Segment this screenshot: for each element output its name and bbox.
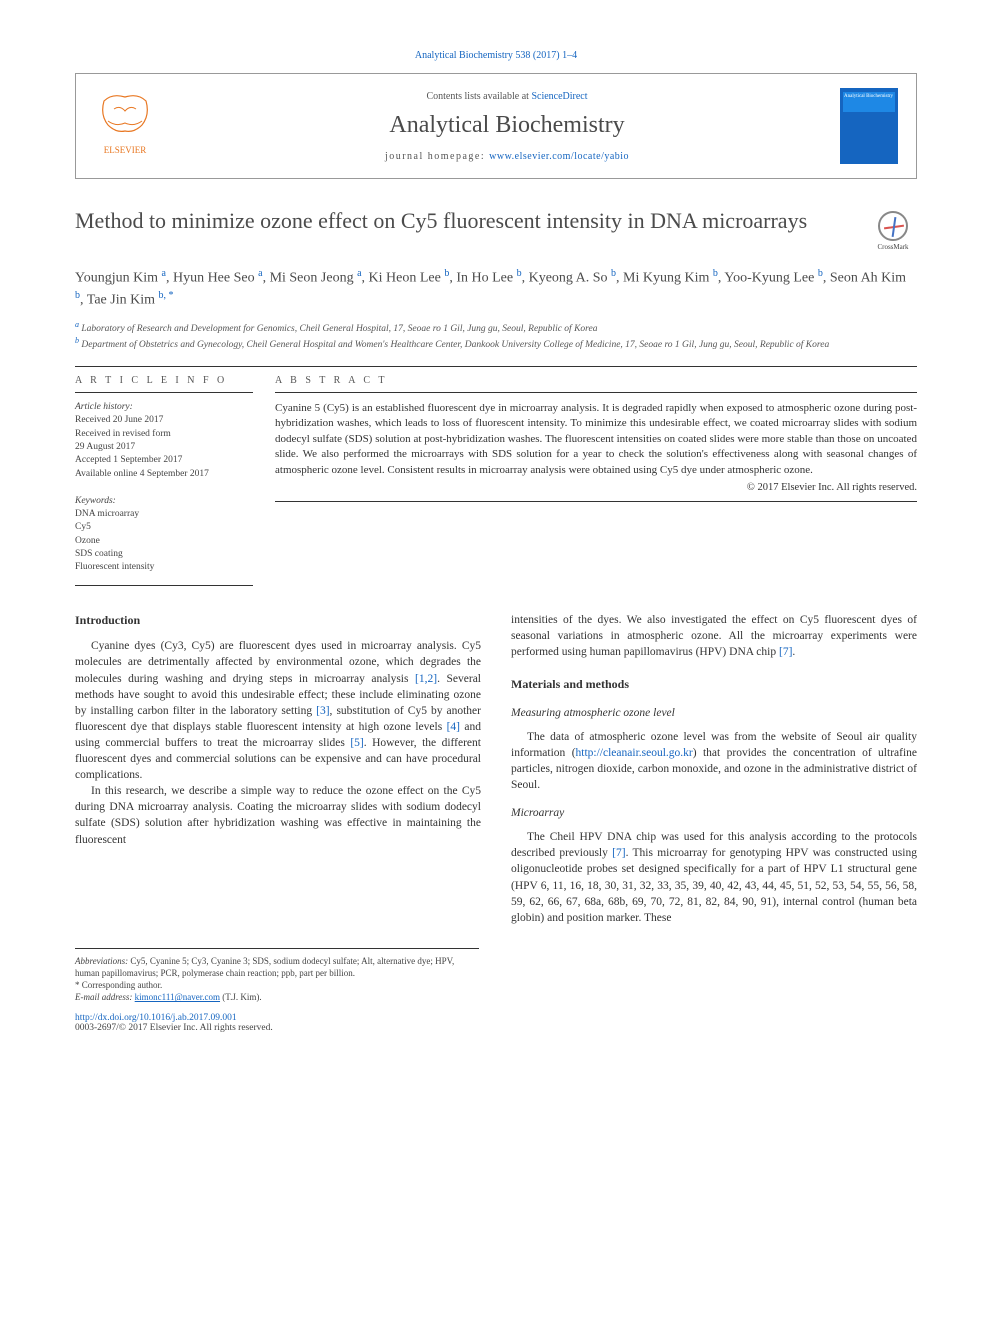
crossmark-icon bbox=[878, 211, 908, 241]
body-paragraph: The Cheil HPV DNA chip was used for this… bbox=[511, 829, 917, 926]
keyword: Fluorescent intensity bbox=[75, 561, 253, 574]
crossmark-label: CrossMark bbox=[877, 243, 908, 251]
abstract-copyright: © 2017 Elsevier Inc. All rights reserved… bbox=[275, 482, 917, 493]
cover-thumbnail: Analytical Biochemistry bbox=[840, 88, 898, 164]
divider bbox=[275, 501, 917, 502]
abstract-heading: A B S T R A C T bbox=[275, 375, 917, 386]
affiliation-a: Laboratory of Research and Development f… bbox=[81, 324, 597, 334]
keyword: Cy5 bbox=[75, 521, 253, 534]
homepage-link[interactable]: www.elsevier.com/locate/yabio bbox=[489, 151, 629, 162]
body-paragraph: Cyanine dyes (Cy3, Cy5) are fluorescent … bbox=[75, 638, 481, 783]
journal-header: ELSEVIER Contents lists available at Sci… bbox=[75, 73, 917, 179]
divider bbox=[275, 392, 917, 393]
homepage-line: journal homepage: www.elsevier.com/locat… bbox=[174, 151, 840, 162]
email-suffix: (T.J. Kim). bbox=[220, 992, 262, 1002]
abbreviations-label: Abbreviations: bbox=[75, 956, 128, 966]
body-paragraph: In this research, we describe a simple w… bbox=[75, 783, 481, 847]
affiliation-b: Department of Obstetrics and Gynecology,… bbox=[81, 340, 829, 350]
copyright-footer: 0003-2697/© 2017 Elsevier Inc. All right… bbox=[75, 1023, 917, 1033]
subsection-heading: Microarray bbox=[511, 805, 917, 821]
contents-prefix: Contents lists available at bbox=[426, 91, 531, 102]
abstract-text: Cyanine 5 (Cy5) is an established fluore… bbox=[275, 401, 917, 478]
keywords-label: Keywords: bbox=[75, 495, 253, 508]
body-paragraph: The data of atmospheric ozone level was … bbox=[511, 729, 917, 793]
body-columns: Introduction Cyanine dyes (Cy3, Cy5) are… bbox=[75, 612, 917, 926]
section-heading-introduction: Introduction bbox=[75, 612, 481, 629]
divider bbox=[75, 585, 253, 586]
keyword: SDS coating bbox=[75, 548, 253, 561]
history-label: Article history: bbox=[75, 401, 253, 414]
article-title: Method to minimize ozone effect on Cy5 f… bbox=[75, 207, 857, 235]
doi-link[interactable]: http://dx.doi.org/10.1016/j.ab.2017.09.0… bbox=[75, 1013, 917, 1023]
body-paragraph: intensities of the dyes. We also investi… bbox=[511, 612, 917, 660]
history-item: 29 August 2017 bbox=[75, 441, 253, 454]
article-info-heading: A R T I C L E I N F O bbox=[75, 375, 253, 386]
keyword: DNA microarray bbox=[75, 508, 253, 521]
top-citation: Analytical Biochemistry 538 (2017) 1–4 bbox=[75, 50, 917, 61]
sciencedirect-link[interactable]: ScienceDirect bbox=[531, 91, 587, 102]
homepage-prefix: journal homepage: bbox=[385, 151, 489, 162]
crossmark-badge[interactable]: CrossMark bbox=[869, 207, 917, 255]
svg-text:ELSEVIER: ELSEVIER bbox=[104, 145, 147, 155]
email-label: E-mail address: bbox=[75, 992, 135, 1002]
contents-line: Contents lists available at ScienceDirec… bbox=[174, 91, 840, 102]
history-item: Accepted 1 September 2017 bbox=[75, 454, 253, 467]
abstract-column: A B S T R A C T Cyanine 5 (Cy5) is an es… bbox=[275, 367, 917, 594]
abbreviations-text: Cy5, Cyanine 5; Cy3, Cyanine 3; SDS, sod… bbox=[75, 956, 454, 978]
keyword: Ozone bbox=[75, 535, 253, 548]
history-item: Received 20 June 2017 bbox=[75, 414, 253, 427]
history-item: Received in revised form bbox=[75, 428, 253, 441]
authors: Youngjun Kim a, Hyun Hee Seo a, Mi Seon … bbox=[75, 267, 917, 310]
section-heading-materials: Materials and methods bbox=[511, 676, 917, 693]
article-info-column: A R T I C L E I N F O Article history: R… bbox=[75, 367, 275, 594]
cover-thumb-text: Analytical Biochemistry bbox=[844, 94, 894, 100]
subsection-heading: Measuring atmospheric ozone level bbox=[511, 705, 917, 721]
divider bbox=[75, 392, 253, 393]
elsevier-logo: ELSEVIER bbox=[94, 91, 156, 161]
journal-name: Analytical Biochemistry bbox=[174, 112, 840, 139]
email-link[interactable]: kimonc111@naver.com bbox=[135, 992, 220, 1002]
footnotes: Abbreviations: Cy5, Cyanine 5; Cy3, Cyan… bbox=[75, 948, 479, 1004]
history-item: Available online 4 September 2017 bbox=[75, 468, 253, 481]
affiliations: a Laboratory of Research and Development… bbox=[75, 320, 917, 352]
corresponding-author: * Corresponding author. bbox=[75, 979, 479, 991]
